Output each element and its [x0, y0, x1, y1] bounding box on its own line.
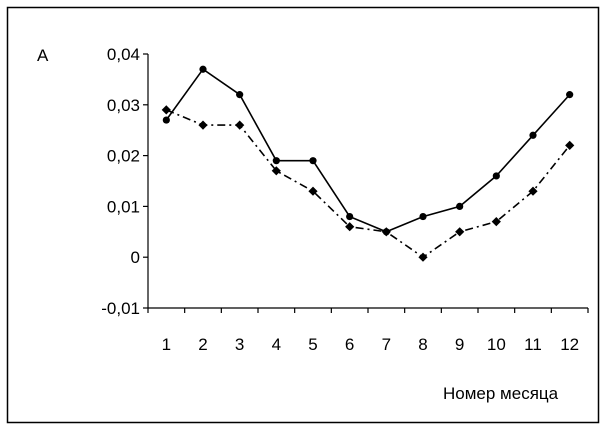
y-tick-label: 0,03	[107, 96, 140, 115]
data-point-series-2	[235, 120, 245, 130]
y-tick-label: 0	[131, 248, 140, 267]
x-tick-label: 8	[418, 335, 427, 354]
data-point-series-1	[346, 212, 354, 221]
data-point-series-2	[455, 227, 465, 237]
x-tick-label: 9	[455, 335, 464, 354]
data-point-series-2	[345, 222, 355, 232]
y-axis-title: A	[37, 46, 49, 65]
x-tick-label: 2	[198, 335, 207, 354]
data-point-series-2	[198, 120, 208, 130]
x-tick-label: 3	[235, 335, 244, 354]
data-point-series-1	[272, 157, 280, 165]
x-tick-label: 12	[560, 335, 579, 354]
series-line-2	[165, 109, 571, 259]
data-point-series-1	[529, 131, 537, 139]
x-tick-label: 10	[487, 335, 506, 354]
y-tick-label: 0,04	[107, 45, 140, 64]
data-point-series-1	[492, 172, 500, 180]
data-point-series-1	[236, 91, 244, 99]
x-axis-title: Номер месяца	[443, 384, 559, 403]
y-tick-label: 0,02	[107, 147, 140, 166]
x-tick-label: 4	[272, 335, 281, 354]
data-point-series-1	[162, 116, 170, 124]
x-tick-label: 11	[524, 335, 542, 354]
y-tick-label: -0,01	[101, 299, 140, 318]
x-tick-label: 5	[308, 335, 317, 354]
data-point-series-1	[566, 91, 574, 99]
x-tick-label: 6	[345, 335, 354, 354]
outer-frame	[6, 6, 600, 424]
y-tick-label: 0,01	[107, 197, 140, 216]
x-tick-label: 7	[382, 335, 391, 354]
series-layer	[161, 65, 575, 262]
data-point-series-1	[199, 65, 207, 73]
data-point-series-1	[419, 212, 427, 221]
data-point-series-2	[308, 186, 318, 196]
data-point-series-2	[491, 217, 501, 227]
x-tick-label: 1	[162, 335, 171, 354]
series-line-1	[165, 68, 571, 233]
data-point-series-2	[381, 227, 391, 237]
data-point-series-2	[418, 252, 428, 262]
data-point-series-1	[456, 202, 464, 210]
data-point-series-2	[565, 140, 575, 150]
data-point-series-2	[161, 105, 171, 115]
data-point-series-1	[309, 157, 317, 165]
data-point-series-2	[528, 186, 538, 196]
data-point-series-2	[271, 166, 281, 176]
